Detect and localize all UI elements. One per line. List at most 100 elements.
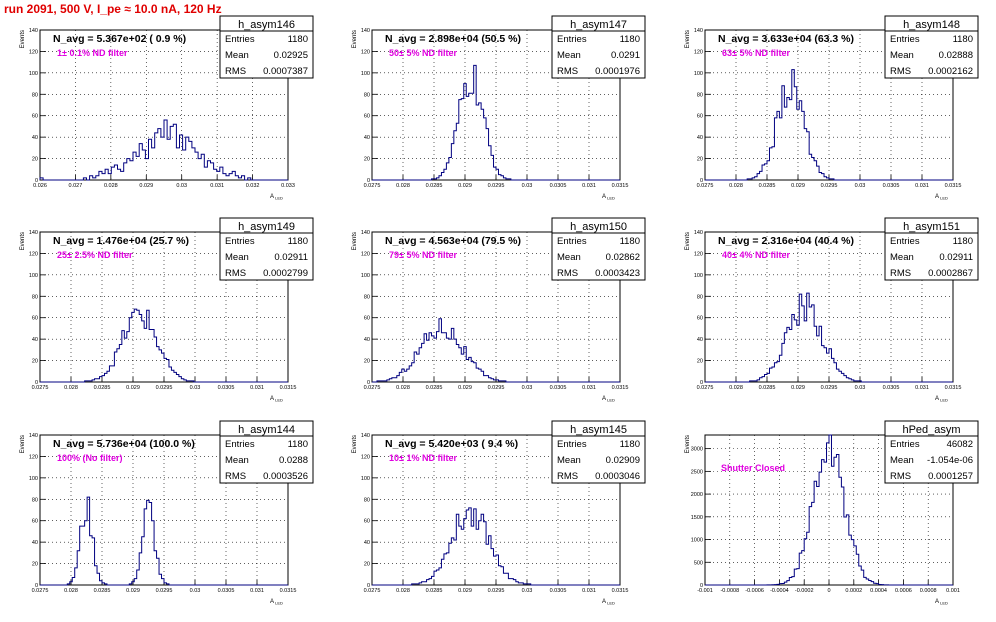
stats-histogram-name: hPed_asym xyxy=(902,424,960,436)
x-tick-label: 0.0315 xyxy=(945,385,962,391)
histogram-panel-h_asym151: 0.0275 0.028 0.0285 0.029 0.0295 0.03 0.0305 0.… xyxy=(685,217,979,403)
x-tick-label: 0.031 xyxy=(582,183,596,189)
x-axis-label: A LED xyxy=(935,194,948,201)
histogram-panel-h_asym147: 0.0275 0.028 0.0285 0.029 0.0295 0.03 0.0305 0.… xyxy=(352,15,646,201)
x-tick-label: 0.03 xyxy=(522,183,533,189)
y-tick-label: 80 xyxy=(697,294,703,300)
filter-annotation: 50± 5% ND filter xyxy=(389,48,457,58)
y-axis-label: Events xyxy=(352,232,358,250)
y-tick-label: 100 xyxy=(361,71,370,77)
y-axis-label: Events xyxy=(20,435,26,453)
x-tick-label: 0.0285 xyxy=(426,588,443,594)
navg-label: N_avg = 5.420e+03 ( 9.4 %) xyxy=(385,438,518,450)
x-tick-label: 0.028 xyxy=(64,385,78,391)
y-tick-label: 140 xyxy=(361,433,370,439)
stats-histogram-name: h_asym147 xyxy=(570,19,627,31)
y-tick-label: 0 xyxy=(700,583,703,589)
histogram-panel-hPed_asym: -0.001 -0.0008 -0.0006 -0.0004 -0.0002 0 0.000… xyxy=(685,420,979,606)
stats-mean-label: Mean xyxy=(225,455,249,466)
stats-mean-value: 0.02911 xyxy=(939,252,973,263)
histogram-panel-h_asym148: 0.0275 0.028 0.0285 0.029 0.0295 0.03 0.0305 0.… xyxy=(685,15,979,201)
x-tick-label: 0.026 xyxy=(33,183,47,189)
stats-box: h_asym151 Entries 1180 Mean 0.02911 RMS 0.0002… xyxy=(884,217,979,281)
stats-entries-value: 1180 xyxy=(620,439,640,450)
stats-histogram-name: h_asym146 xyxy=(238,19,295,31)
stats-entries-value: 1180 xyxy=(953,34,973,45)
y-tick-label: 20 xyxy=(364,157,370,163)
stats-entries-label: Entries xyxy=(890,439,920,450)
y-tick-label: 100 xyxy=(361,476,370,482)
y-tick-label: 100 xyxy=(29,71,38,77)
stats-rms-label: RMS xyxy=(225,268,246,279)
stats-rms-label: RMS xyxy=(890,268,911,279)
x-tick-label: 0.029 xyxy=(791,183,805,189)
x-axis-label: A LED xyxy=(602,194,615,201)
histogram-series xyxy=(39,119,288,181)
stats-histogram-name: h_asym150 xyxy=(570,221,627,233)
y-tick-label: 20 xyxy=(364,562,370,568)
stats-mean-label: Mean xyxy=(225,252,249,263)
x-tick-label: 0.0275 xyxy=(697,385,714,391)
y-tick-label: 120 xyxy=(29,454,38,460)
stats-entries-value: 1180 xyxy=(953,236,973,247)
y-tick-label: 100 xyxy=(694,273,703,279)
x-tick-label: 0.0315 xyxy=(945,183,962,189)
histogram-panel-h_asym150: 0.0275 0.028 0.0285 0.029 0.0295 0.03 0.0305 0.… xyxy=(352,217,646,403)
histogram-series xyxy=(705,292,953,383)
y-tick-label: 80 xyxy=(364,497,370,503)
y-tick-label: 20 xyxy=(32,359,38,365)
histogram-panel-h_asym146: 0.026 0.027 0.028 0.029 0.03 0.031 0.032 0.033 0… xyxy=(20,15,314,201)
stats-entries-value: 1180 xyxy=(620,236,640,247)
histogram-panel-h_asym145: 0.0275 0.028 0.0285 0.029 0.0295 0.03 0.0305 0.… xyxy=(352,420,646,606)
y-tick-label: 140 xyxy=(694,230,703,236)
y-axis-label: Events xyxy=(685,232,691,250)
x-tick-label: 0.0295 xyxy=(821,183,838,189)
stats-entries-value: 1180 xyxy=(620,34,640,45)
stats-mean-label: Mean xyxy=(890,50,914,61)
x-tick-label: 0.029 xyxy=(458,183,472,189)
filter-annotation: 10± 1% ND filter xyxy=(389,453,457,463)
stats-entries-label: Entries xyxy=(225,439,255,450)
x-tick-label: 0.031 xyxy=(250,588,264,594)
stats-entries-label: Entries xyxy=(557,34,587,45)
x-tick-label: 0.0315 xyxy=(280,588,297,594)
x-tick-label: 0.031 xyxy=(250,385,264,391)
stats-rms-label: RMS xyxy=(557,66,578,77)
y-tick-label: 60 xyxy=(364,519,370,525)
x-tick-label: 0.0285 xyxy=(94,385,111,391)
x-tick-label: 0.028 xyxy=(104,183,118,189)
y-tick-label: 40 xyxy=(364,540,370,546)
x-tick-label: 0.0315 xyxy=(612,183,629,189)
y-tick-label: 20 xyxy=(697,359,703,365)
x-tick-label: 0.028 xyxy=(729,183,743,189)
x-tick-label: 0.0295 xyxy=(488,588,505,594)
stats-histogram-name: h_asym144 xyxy=(238,424,295,436)
y-tick-label: 40 xyxy=(697,135,703,141)
histogram-series xyxy=(40,308,288,383)
y-tick-label: 40 xyxy=(697,337,703,343)
stats-box: h_asym149 Entries 1180 Mean 0.02911 RMS 0.0002… xyxy=(219,217,314,281)
y-tick-label: 40 xyxy=(32,337,38,343)
stats-mean-value: 0.02888 xyxy=(939,50,973,61)
histogram-panel-h_asym144: 0.0275 0.028 0.0285 0.029 0.0295 0.03 0.0305 0.… xyxy=(20,420,314,606)
filter-annotation: 25± 2.5% ND filter xyxy=(57,250,133,260)
y-tick-label: 80 xyxy=(364,294,370,300)
x-tick-label: 0.033 xyxy=(281,183,295,189)
histogram-series xyxy=(705,434,953,586)
y-tick-label: 140 xyxy=(29,28,38,34)
x-tick-label: 0.029 xyxy=(458,588,472,594)
y-axis-label: Events xyxy=(352,30,358,48)
stats-mean-value: 0.02909 xyxy=(606,455,640,466)
y-tick-label: 1000 xyxy=(691,538,703,544)
x-tick-label: 0.028 xyxy=(396,588,410,594)
y-tick-label: 2500 xyxy=(691,469,703,475)
stats-entries-value: 1180 xyxy=(288,34,308,45)
y-tick-label: 80 xyxy=(364,92,370,98)
y-tick-label: 100 xyxy=(694,71,703,77)
stats-box-frame xyxy=(551,15,646,79)
stats-mean-value: 0.02862 xyxy=(606,252,640,263)
x-tick-label: -0.0006 xyxy=(745,588,764,594)
y-tick-label: 40 xyxy=(364,135,370,141)
stats-box: h_asym144 Entries 1180 Mean 0.0288 RMS 0.00035… xyxy=(219,420,314,484)
x-tick-label: 0.03 xyxy=(855,183,866,189)
